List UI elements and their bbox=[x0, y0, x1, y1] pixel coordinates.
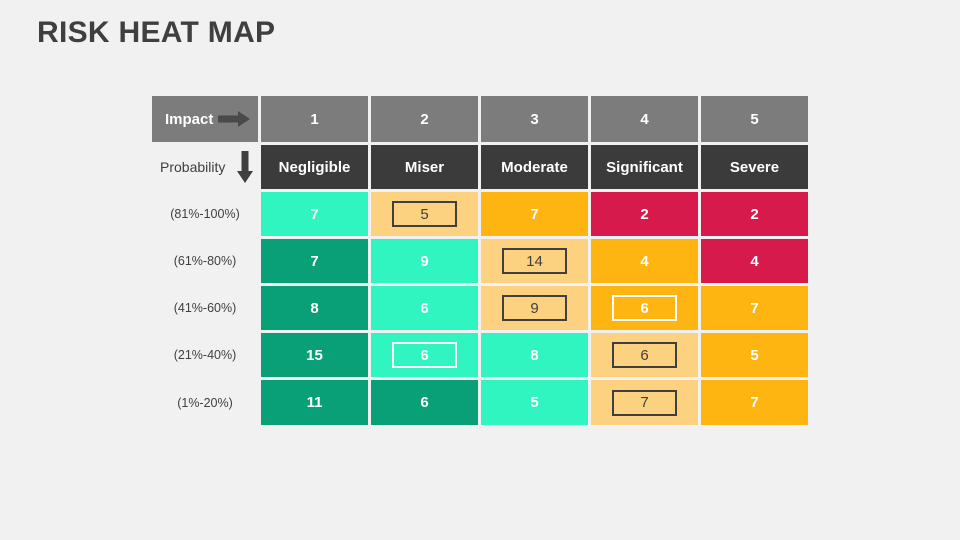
cell-value: 6 bbox=[420, 394, 429, 411]
cell-value: 5 bbox=[750, 346, 759, 364]
heatmap-cell: 9 bbox=[371, 239, 478, 283]
impact-level-cell: 5 bbox=[701, 96, 808, 142]
heatmap-cell: 5 bbox=[701, 333, 808, 377]
cell-value: 2 bbox=[640, 205, 649, 223]
cell-value: 6 bbox=[612, 295, 677, 321]
cell-value: 7 bbox=[750, 299, 759, 317]
cell-value: 15 bbox=[306, 346, 323, 364]
impact-header-cell: Impact bbox=[152, 96, 258, 142]
impact-level-cell: 2 bbox=[371, 96, 478, 142]
heatmap-cell: 15 bbox=[261, 333, 368, 377]
heatmap-cell: 14 bbox=[481, 239, 588, 283]
heatmap-cell: 6 bbox=[371, 333, 478, 377]
cell-value: 7 bbox=[530, 205, 539, 223]
heatmap-cell: 8 bbox=[481, 333, 588, 377]
probability-row-label: (1%-20%) bbox=[177, 395, 233, 410]
cell-value: 9 bbox=[420, 252, 429, 270]
heatmap-cell: 9 bbox=[481, 286, 588, 330]
heatmap-cell: 7 bbox=[701, 380, 808, 425]
heatmap-cell: 7 bbox=[591, 380, 698, 425]
cell-value: 8 bbox=[310, 299, 319, 317]
heatmap-cell: 7 bbox=[261, 239, 368, 283]
heatmap-cell: 8 bbox=[261, 286, 368, 330]
heatmap-cell: 5 bbox=[371, 192, 478, 236]
impact-category-cell: Significant bbox=[591, 145, 698, 189]
cell-value: 5 bbox=[530, 394, 539, 411]
impact-level-cell: 4 bbox=[591, 96, 698, 142]
down-arrow-icon bbox=[237, 151, 254, 183]
impact-category-cell: Negligible bbox=[261, 145, 368, 189]
cell-value: 7 bbox=[310, 252, 319, 270]
heatmap-cell: 11 bbox=[261, 380, 368, 425]
cell-value: 6 bbox=[392, 342, 457, 368]
probability-row-label: (61%-80%) bbox=[173, 254, 237, 268]
heatmap-cell: 4 bbox=[591, 239, 698, 283]
cell-value: 6 bbox=[420, 299, 429, 317]
impact-label: Impact bbox=[165, 110, 214, 128]
cell-value: 7 bbox=[612, 389, 677, 416]
impact-category-cell: Severe bbox=[701, 145, 808, 189]
cell-value: 2 bbox=[750, 205, 759, 223]
heatmap-cell: 7 bbox=[481, 192, 588, 236]
heatmap-cell: 7 bbox=[701, 286, 808, 330]
heatmap-cell: 6 bbox=[371, 380, 478, 425]
probability-header-cell: Probability bbox=[152, 145, 258, 189]
probability-label: Probability bbox=[160, 159, 226, 175]
heatmap-cell: 6 bbox=[591, 286, 698, 330]
impact-level-cell: 3 bbox=[481, 96, 588, 142]
cell-value: 14 bbox=[502, 248, 567, 274]
cell-value: 4 bbox=[750, 252, 759, 270]
cell-value: 11 bbox=[306, 394, 323, 411]
probability-row-label: (21%-40%) bbox=[173, 348, 237, 362]
cell-value: 6 bbox=[612, 342, 677, 368]
cell-value: 8 bbox=[530, 346, 539, 364]
heatmap-cell: 6 bbox=[371, 286, 478, 330]
cell-value: 4 bbox=[640, 252, 649, 270]
probability-row-label: (81%-100%) bbox=[170, 207, 240, 221]
page-title: RISK HEAT MAP bbox=[37, 16, 276, 49]
heatmap-cell: 5 bbox=[481, 380, 588, 425]
heatmap-cell: 6 bbox=[591, 333, 698, 377]
impact-category-cell: Moderate bbox=[481, 145, 588, 189]
impact-level-cell: 1 bbox=[261, 96, 368, 142]
heatmap-cell: 2 bbox=[591, 192, 698, 236]
cell-value: 7 bbox=[750, 394, 759, 411]
impact-category-cell: Miser bbox=[371, 145, 478, 189]
heatmap-cell: 7 bbox=[261, 192, 368, 236]
cell-value: 5 bbox=[392, 201, 457, 227]
probability-row-label: (41%-60%) bbox=[173, 301, 237, 315]
cell-value: 9 bbox=[502, 295, 567, 321]
risk-heatmap-table: Impact 1 2 3 4 5 Probability Negligible … bbox=[152, 96, 808, 425]
heatmap-cell: 4 bbox=[701, 239, 808, 283]
cell-value: 7 bbox=[310, 205, 319, 223]
right-arrow-icon bbox=[218, 111, 250, 127]
heatmap-cell: 2 bbox=[701, 192, 808, 236]
